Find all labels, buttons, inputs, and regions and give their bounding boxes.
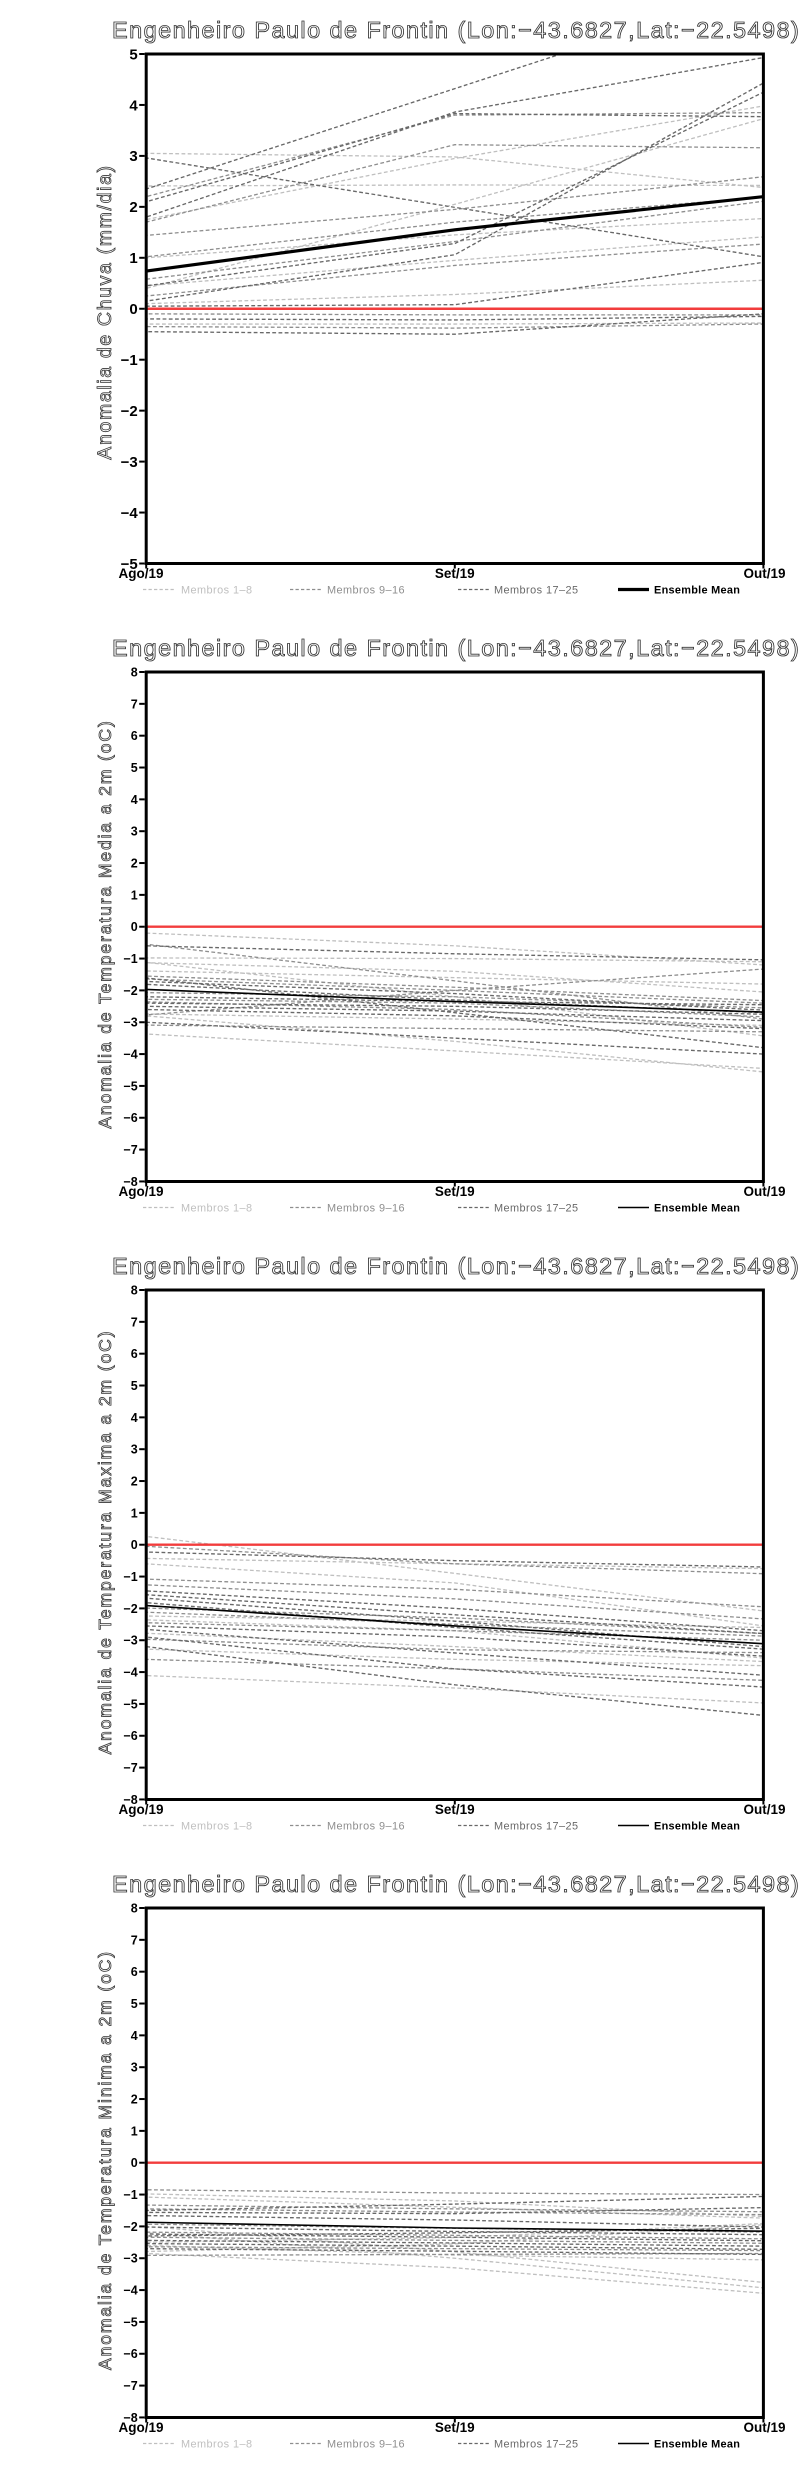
svg-text:1: 1 <box>129 250 137 267</box>
svg-text:Set/19: Set/19 <box>435 2420 475 2435</box>
svg-text:Engenheiro Paulo de Frontin (L: Engenheiro Paulo de Frontin (Lon:−43.682… <box>112 1871 800 1897</box>
svg-text:−4: −4 <box>121 505 139 522</box>
svg-text:7: 7 <box>131 1315 138 1329</box>
svg-text:Ago/19: Ago/19 <box>118 1184 163 1199</box>
svg-text:−2: −2 <box>123 2220 137 2234</box>
svg-text:8: 8 <box>131 1901 138 1915</box>
svg-text:Membros 1–8: Membros 1–8 <box>181 1203 253 1215</box>
svg-text:1: 1 <box>131 1506 138 1520</box>
svg-text:−3: −3 <box>123 1016 137 1030</box>
svg-text:−7: −7 <box>123 1761 137 1775</box>
svg-text:7: 7 <box>131 1933 138 1947</box>
svg-text:2: 2 <box>131 856 138 870</box>
svg-text:−6: −6 <box>123 1729 137 1743</box>
svg-text:−4: −4 <box>123 2284 137 2298</box>
svg-text:Ensemble Mean: Ensemble Mean <box>654 585 740 597</box>
svg-text:−1: −1 <box>123 1570 137 1584</box>
svg-text:3: 3 <box>131 825 138 839</box>
svg-text:−1: −1 <box>123 2188 137 2202</box>
svg-text:Out/19: Out/19 <box>743 566 785 581</box>
svg-text:Out/19: Out/19 <box>743 1184 785 1199</box>
svg-text:Membros 1–8: Membros 1–8 <box>181 1821 253 1833</box>
svg-text:Anomalia de Chuva (mm/dia): Anomalia de Chuva (mm/dia) <box>94 164 116 459</box>
svg-text:−2: −2 <box>123 1602 137 1616</box>
svg-text:Ensemble Mean: Ensemble Mean <box>654 1821 740 1833</box>
svg-text:Membros 9–16: Membros 9–16 <box>327 585 405 597</box>
svg-text:Engenheiro Paulo de Frontin (L: Engenheiro Paulo de Frontin (Lon:−43.682… <box>112 17 800 43</box>
svg-text:8: 8 <box>131 1283 138 1297</box>
svg-text:−3: −3 <box>123 1634 137 1648</box>
svg-text:Ensemble Mean: Ensemble Mean <box>654 1203 740 1215</box>
svg-text:−3: −3 <box>121 454 138 471</box>
svg-text:2: 2 <box>129 199 137 216</box>
svg-text:Membros 1–8: Membros 1–8 <box>181 585 253 597</box>
svg-text:1: 1 <box>131 888 138 902</box>
svg-text:−4: −4 <box>123 1666 137 1680</box>
svg-text:7: 7 <box>131 697 138 711</box>
svg-text:Membros 1–8: Membros 1–8 <box>181 2439 253 2451</box>
svg-text:2: 2 <box>131 1474 138 1488</box>
svg-text:5: 5 <box>131 761 138 775</box>
svg-text:Ago/19: Ago/19 <box>118 566 163 581</box>
svg-text:Membros 9–16: Membros 9–16 <box>327 1203 405 1215</box>
svg-text:6: 6 <box>131 729 138 743</box>
svg-text:4: 4 <box>129 97 138 114</box>
svg-text:Out/19: Out/19 <box>743 1802 785 1817</box>
svg-text:4: 4 <box>131 793 138 807</box>
svg-text:Engenheiro Paulo de Frontin (L: Engenheiro Paulo de Frontin (Lon:−43.682… <box>112 635 800 661</box>
svg-text:−7: −7 <box>123 2379 137 2393</box>
svg-text:Membros 17–25: Membros 17–25 <box>494 1203 579 1215</box>
svg-text:Anomalia de Temperatura Maxima: Anomalia de Temperatura Maxima a 2m (oC) <box>95 1330 115 1755</box>
svg-text:0: 0 <box>131 920 138 934</box>
svg-text:−5: −5 <box>123 1079 137 1093</box>
svg-text:3: 3 <box>131 1443 138 1457</box>
svg-text:Out/19: Out/19 <box>743 2420 785 2435</box>
svg-text:6: 6 <box>131 1965 138 1979</box>
svg-text:5: 5 <box>131 1379 138 1393</box>
svg-text:−4: −4 <box>123 1048 137 1062</box>
svg-text:0: 0 <box>131 1538 138 1552</box>
svg-text:−5: −5 <box>121 556 138 573</box>
svg-text:Anomalia de Temperatura Minima: Anomalia de Temperatura Minima a 2m (oC) <box>95 1950 115 2370</box>
svg-text:Engenheiro Paulo de Frontin (L: Engenheiro Paulo de Frontin (Lon:−43.682… <box>112 1253 800 1279</box>
svg-text:Membros 9–16: Membros 9–16 <box>327 1821 405 1833</box>
svg-text:−2: −2 <box>123 984 137 998</box>
svg-text:1: 1 <box>131 2124 138 2138</box>
svg-text:−6: −6 <box>123 2347 137 2361</box>
svg-text:5: 5 <box>131 1997 138 2011</box>
svg-text:Ensemble Mean: Ensemble Mean <box>654 2439 740 2451</box>
svg-text:Set/19: Set/19 <box>435 566 475 581</box>
svg-text:−8: −8 <box>123 1175 137 1189</box>
svg-text:2: 2 <box>131 2092 138 2106</box>
svg-text:Membros 17–25: Membros 17–25 <box>494 1821 579 1833</box>
svg-text:Membros 9–16: Membros 9–16 <box>327 2439 405 2451</box>
svg-text:Membros 17–25: Membros 17–25 <box>494 2439 579 2451</box>
svg-text:−7: −7 <box>123 1143 137 1157</box>
svg-text:5: 5 <box>129 46 137 63</box>
svg-text:−3: −3 <box>123 2252 137 2266</box>
svg-text:−5: −5 <box>123 1697 137 1711</box>
svg-text:6: 6 <box>131 1347 138 1361</box>
svg-text:−5: −5 <box>123 2315 137 2329</box>
svg-text:−2: −2 <box>121 403 138 420</box>
svg-text:−8: −8 <box>123 1793 137 1807</box>
svg-text:−6: −6 <box>123 1111 137 1125</box>
svg-text:0: 0 <box>131 2156 138 2170</box>
svg-text:4: 4 <box>131 1411 138 1425</box>
svg-text:3: 3 <box>131 2061 138 2075</box>
svg-text:Ago/19: Ago/19 <box>118 1802 163 1817</box>
svg-text:Set/19: Set/19 <box>435 1802 475 1817</box>
svg-text:4: 4 <box>131 2029 138 2043</box>
svg-text:Anomalia de Temperatura Media: Anomalia de Temperatura Media a 2m (oC) <box>95 719 115 1128</box>
svg-text:8: 8 <box>131 665 138 679</box>
svg-text:−8: −8 <box>123 2411 137 2425</box>
svg-text:Set/19: Set/19 <box>435 1184 475 1199</box>
svg-text:3: 3 <box>129 148 137 165</box>
svg-text:Ago/19: Ago/19 <box>118 2420 163 2435</box>
svg-text:Membros 17–25: Membros 17–25 <box>494 585 579 597</box>
svg-text:−1: −1 <box>121 352 138 369</box>
svg-text:0: 0 <box>129 301 137 318</box>
svg-text:−1: −1 <box>123 952 137 966</box>
